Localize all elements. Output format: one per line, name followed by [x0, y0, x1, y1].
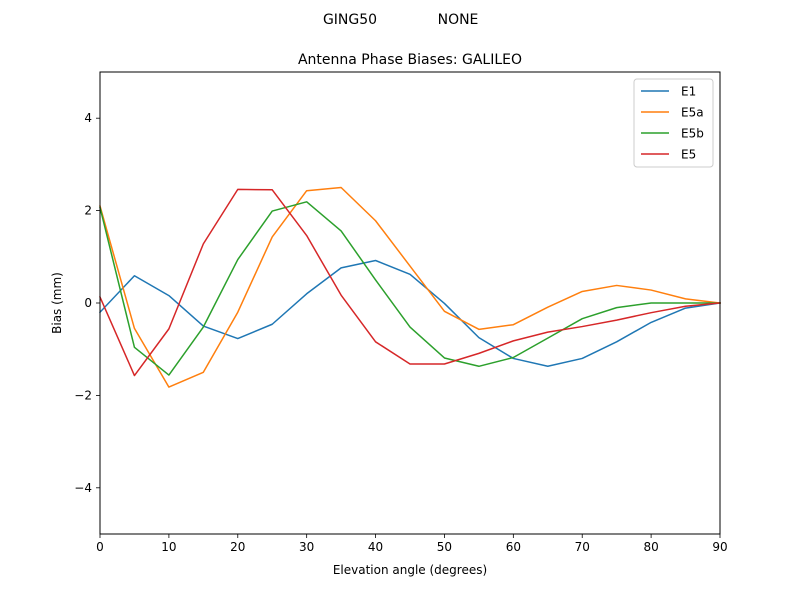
- x-tick-label: 60: [506, 540, 521, 554]
- x-axis-label: Elevation angle (degrees): [333, 563, 487, 577]
- y-tick-label: 0: [84, 296, 92, 310]
- x-tick-label: 50: [437, 540, 452, 554]
- y-axis-label: Bias (mm): [50, 272, 64, 334]
- x-tick-label: 30: [299, 540, 314, 554]
- x-tick-label: 80: [643, 540, 658, 554]
- legend-box: [633, 78, 714, 168]
- series-line-e5b: [99, 201, 721, 376]
- legend-label-e5: E5: [681, 148, 696, 162]
- y-tick-label: 4: [84, 111, 92, 125]
- chart-title: Antenna Phase Biases: GALILEO: [298, 52, 522, 68]
- legend-label-e5b: E5b: [681, 127, 704, 141]
- legend-items: E1 E5a E5b E5: [641, 85, 704, 162]
- suptitle-radome: NONE: [438, 12, 479, 28]
- y-tick-label: −4: [74, 481, 92, 495]
- y-tick-label: 2: [84, 204, 92, 218]
- legend-label-e1: E1: [681, 85, 696, 99]
- series-layer: [98, 186, 721, 388]
- x-tick-label: 0: [96, 540, 104, 554]
- legend: E1 E5a E5b E5: [633, 78, 714, 168]
- suptitle-station: GING50: [323, 12, 377, 28]
- x-tick-label: 90: [712, 540, 727, 554]
- x-tick-label: 40: [368, 540, 383, 554]
- series-line-e5: [99, 188, 721, 377]
- y-tick-label: −2: [74, 388, 92, 402]
- legend-label-e5a: E5a: [681, 106, 704, 120]
- ticks-layer: 0 10 20 30 40 50 60 70 80 90 −4 −2 0 2 4: [74, 111, 727, 554]
- x-tick-label: 20: [230, 540, 245, 554]
- series-line-e5a: [99, 186, 721, 388]
- x-tick-label: 10: [161, 540, 176, 554]
- x-tick-label: 70: [575, 540, 590, 554]
- axes-frame: [99, 71, 721, 535]
